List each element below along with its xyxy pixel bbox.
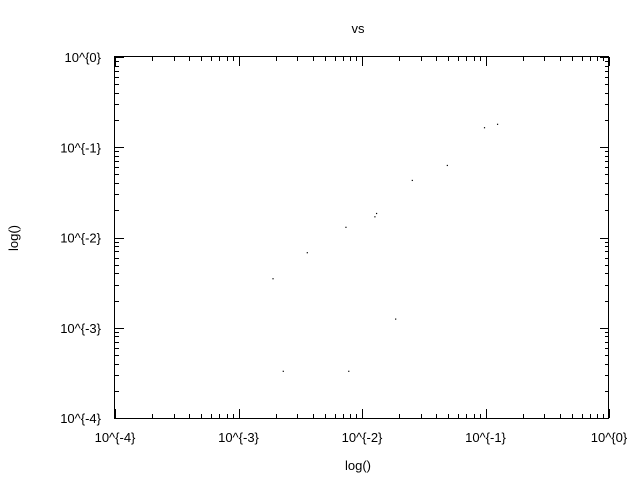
y-tick-label: 10^{-2} [60, 231, 101, 246]
data-point [282, 370, 284, 372]
data-point [345, 226, 347, 228]
x-tick-label: 10^{-3} [218, 430, 259, 445]
data-point [496, 123, 499, 125]
data-point [446, 164, 448, 167]
chart-title: vs [352, 21, 366, 36]
y-tick-label: 10^{-4} [60, 411, 101, 426]
x-tick-label: 10^{-4} [95, 430, 136, 445]
axes: 10^{-4} 10^{-3} 10^{-2} 10^{-1} 10^{0} 10^{-4… [60, 50, 628, 445]
data-point [395, 318, 397, 320]
x-tick-label: 10^{-1} [465, 430, 506, 445]
plot-frame [114, 56, 609, 419]
data-point [411, 179, 413, 182]
data-points [272, 123, 499, 372]
x-tick-label: 10^{0} [591, 430, 628, 445]
y-axis-label: log() [6, 225, 21, 251]
data-point [374, 216, 376, 218]
y-tick-label: 10^{-3} [60, 321, 101, 336]
data-point [375, 212, 378, 215]
data-point [483, 127, 486, 129]
x-tick-label: 10^{-2} [342, 430, 383, 445]
data-point [306, 252, 308, 254]
y-tick-label: 10^{-1} [60, 140, 101, 155]
data-point [272, 278, 274, 280]
y-tick-label: 10^{0} [65, 50, 102, 65]
plot-border [114, 56, 609, 419]
x-axis-label: log() [345, 458, 371, 473]
data-point [348, 370, 350, 372]
